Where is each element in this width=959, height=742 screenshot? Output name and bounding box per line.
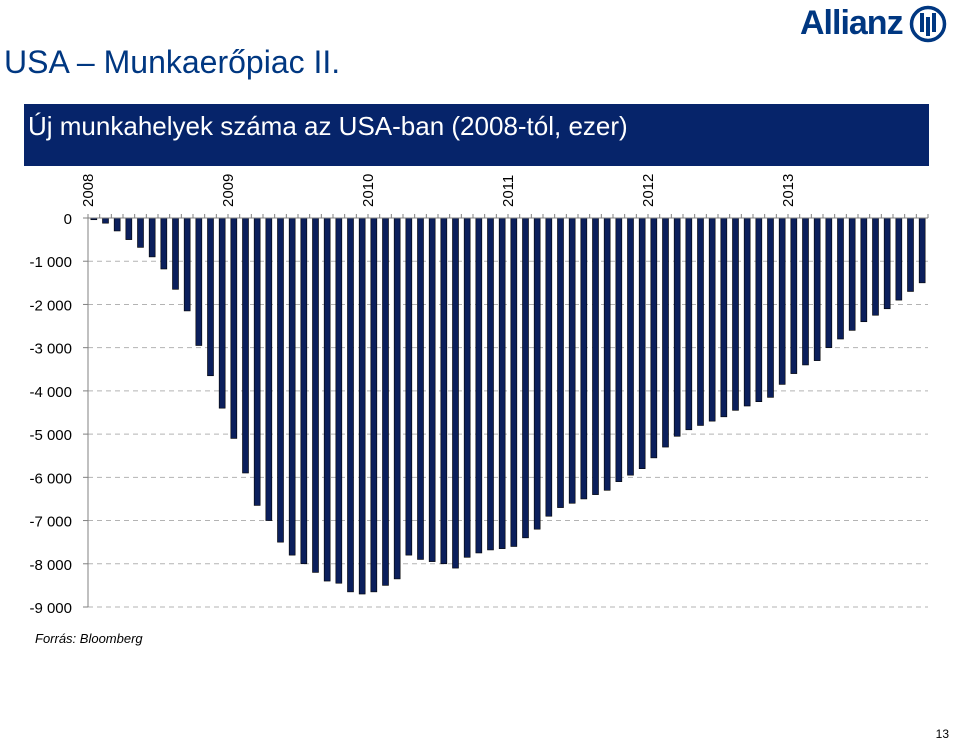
page-number: 13 [935, 727, 949, 741]
bar [265, 217, 273, 521]
bar [627, 217, 634, 476]
bar [568, 217, 576, 504]
bar [673, 217, 681, 437]
bar [487, 217, 494, 551]
bar [860, 217, 868, 323]
bar [918, 217, 926, 284]
bar [498, 217, 506, 549]
bar [218, 217, 226, 409]
bar [230, 217, 238, 439]
bar [883, 217, 891, 310]
bar [475, 217, 483, 554]
bar [148, 217, 156, 258]
y-tick-label: -6 000 [29, 470, 72, 487]
y-tick-label: 0 [64, 211, 72, 228]
bar [417, 217, 424, 560]
chart-title: Új munkahelyek száma az USA-ban (2008-tó… [24, 104, 929, 166]
bar [242, 217, 249, 474]
bar [428, 217, 436, 562]
x-tick-label: 2011 [500, 175, 517, 207]
axes [83, 214, 929, 608]
bar [183, 217, 191, 312]
bar [323, 217, 331, 582]
bar [732, 217, 739, 411]
bar [533, 217, 541, 530]
bar [113, 217, 121, 232]
bars [90, 217, 926, 595]
bar [813, 217, 821, 361]
x-tick-label: 2009 [220, 174, 237, 207]
bar [405, 217, 413, 556]
bar [907, 217, 914, 292]
bar [253, 217, 261, 506]
bar [708, 217, 716, 422]
y-tick-label: -9 000 [29, 600, 72, 617]
bar [825, 217, 833, 348]
bar [755, 217, 763, 402]
bar [125, 217, 133, 240]
bar [545, 217, 553, 517]
x-tick-label: 2008 [80, 174, 97, 207]
bar [288, 217, 296, 556]
bar [172, 217, 179, 290]
bar [615, 217, 623, 482]
x-tick-label: 2012 [640, 174, 657, 207]
y-tick-label: -1 000 [29, 254, 72, 271]
bar [440, 217, 448, 565]
bar [452, 217, 459, 569]
bar [603, 217, 611, 491]
bar [837, 217, 844, 340]
allianz-logo: Allianz [800, 4, 947, 43]
bar [767, 217, 774, 398]
bar [790, 217, 798, 374]
slide-title: USA – Munkaerőpiac II. [4, 44, 341, 80]
y-tick-label: -3 000 [29, 341, 72, 358]
x-tick-label: 2013 [780, 174, 797, 207]
bar [370, 217, 378, 593]
bar [207, 217, 214, 377]
bar [895, 217, 903, 301]
bar [277, 217, 284, 543]
bar [557, 217, 564, 508]
axis-labels: 0 -1 000 -2 000 -3 000 -4 000 -5 000 -6 000 -7 … [29, 174, 797, 617]
x-tick-label: 2010 [360, 174, 377, 207]
y-tick-label: -8 000 [29, 557, 72, 574]
bar [638, 217, 646, 469]
bar [335, 217, 343, 584]
y-tick-label: -2 000 [29, 297, 72, 314]
bar [358, 217, 366, 595]
bar [137, 217, 144, 248]
bar [510, 217, 518, 547]
bar [802, 217, 809, 366]
bar [650, 217, 658, 459]
bar [195, 217, 203, 346]
bar [662, 217, 669, 448]
y-tick-label: -5 000 [29, 427, 72, 444]
bar [160, 217, 168, 270]
grid-lines [88, 260, 928, 608]
bar [102, 217, 109, 224]
bar [347, 217, 354, 593]
bar [685, 217, 693, 431]
bar [312, 217, 319, 573]
y-tick-label: -4 000 [29, 384, 72, 401]
source-note: Forrás: Bloomberg [35, 631, 143, 646]
bar [463, 217, 471, 558]
bar [720, 217, 728, 418]
bar [592, 217, 599, 495]
bar [743, 217, 751, 407]
bar [522, 217, 529, 539]
bar [300, 217, 308, 565]
bar [848, 217, 856, 331]
bar [697, 217, 704, 426]
logo-wordmark: Allianz [800, 4, 904, 42]
bar [393, 217, 401, 580]
bar [778, 217, 786, 385]
y-tick-label: -7 000 [29, 514, 72, 531]
bar [580, 217, 588, 500]
allianz-eagle-icon [909, 5, 946, 42]
bar [382, 217, 389, 586]
bar [872, 217, 879, 316]
